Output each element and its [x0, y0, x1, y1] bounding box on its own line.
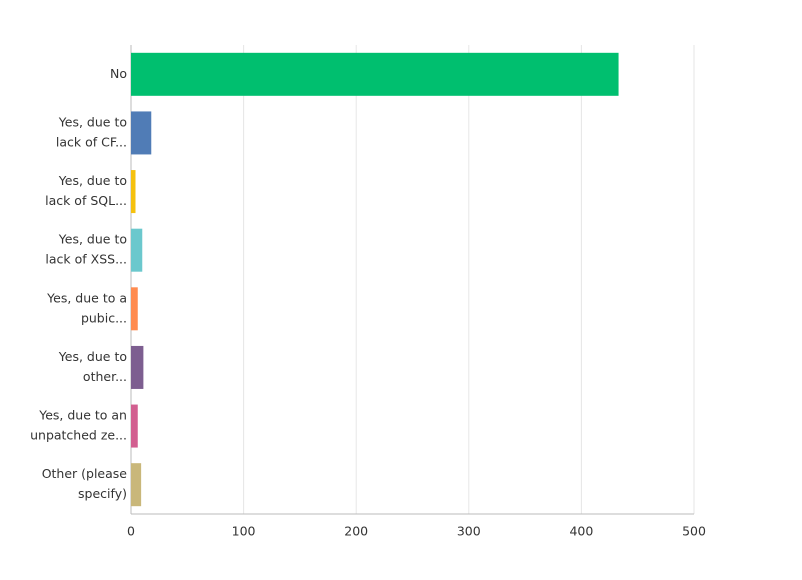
bar [131, 111, 152, 155]
y-tick-label: Yes, due to [58, 349, 127, 364]
y-tick-label: other... [83, 369, 127, 384]
y-tick-label: Yes, due to [58, 114, 127, 129]
y-tick-label: Yes, due to [58, 232, 127, 247]
bar [131, 345, 144, 389]
y-tick-label: unpatched ze... [30, 428, 127, 443]
x-tick-label: 400 [569, 524, 593, 539]
y-tick-label: lack of CF... [56, 134, 127, 149]
bar [131, 228, 143, 272]
y-tick-label: Yes, due to a [46, 290, 127, 305]
y-tick-label: specify) [78, 486, 127, 501]
y-tick-label: pubic... [81, 310, 127, 325]
y-tick-label: Yes, due to [58, 173, 127, 188]
x-tick-label: 300 [457, 524, 481, 539]
y-tick-label: Other (please [42, 466, 128, 481]
bar [131, 404, 138, 448]
bar [131, 52, 619, 96]
y-tick-label: lack of XSS... [45, 252, 127, 267]
x-tick-label: 200 [344, 524, 368, 539]
y-tick-label: Yes, due to an [38, 408, 127, 423]
bar [131, 287, 138, 331]
y-tick-label: No [110, 66, 127, 81]
x-tick-label: 500 [682, 524, 706, 539]
bar [131, 170, 136, 214]
x-tick-label: 0 [127, 524, 135, 539]
x-tick-label: 100 [232, 524, 256, 539]
bar [131, 463, 142, 507]
y-tick-label: lack of SQL... [45, 193, 127, 208]
